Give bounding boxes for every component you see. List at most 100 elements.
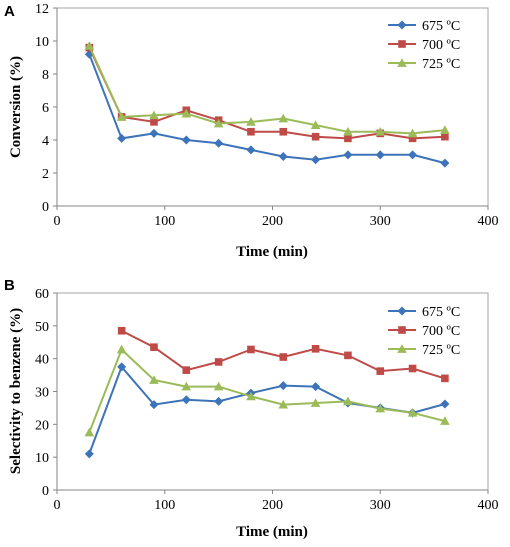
panel-b-data-point [311,382,321,392]
panel-b-y-tick-label: 40 [35,353,49,368]
panel-a-y-tick-label: 6 [42,101,49,116]
panel-b-data-point [214,358,223,366]
panel-a-data-point [117,133,127,143]
panel-a-data-point [278,152,288,161]
panel-a-y-tick-label: 12 [35,2,49,17]
panel-a-legend-marker [398,40,406,48]
panel-b-x-tick-label: 0 [54,498,61,513]
panel-a-series-line-0 [88,53,446,165]
panel-b-data-point [344,351,352,360]
panel-a-series-line-1 [88,47,445,140]
panel-a-data-point [408,150,418,160]
panel-a-data-point [440,125,450,134]
panel-a-legend-marker [397,20,407,30]
panel-a-data-point [343,150,353,160]
panel-a-y-axis-title: Conversion (%) [8,56,24,158]
panel-b-x-tick-label: 300 [370,498,391,513]
panel-a-data-point [441,132,449,141]
panel-b-y-axis-title: Selectivity to benzene (%) [8,308,24,474]
panel-b-y-tick-label: 0 [42,484,49,499]
panel-a-legend-label: 675 ºC [422,19,460,34]
panel-b-data-point [149,400,159,410]
panel-b-y-tick-label: 10 [35,451,49,466]
panel-b-data-point [246,391,256,401]
panel-b-data-point [440,416,450,425]
panel-a-data-point [343,126,353,136]
panel-b-legend-label: 700 ºC [422,324,460,339]
panel-a-data-point [246,117,256,126]
panel-a-data-point [375,126,386,136]
panel-b-data-point [278,381,288,391]
panel-b-data-point [84,427,95,437]
panel-a-data-point [213,118,224,128]
panel-a-data-point [247,127,255,136]
panel-a-series-line-2 [88,45,446,135]
panel-a-x-tick-label: 0 [54,214,61,229]
panel-b-data-point [343,396,353,406]
panel-a-legend-label: 700 ºC [422,38,460,53]
panel-b-data-point [149,375,159,384]
panel-b-y-tick-label: 60 [35,287,49,302]
panel-b-data-point [310,398,321,407]
panel-b-data-point [117,362,127,372]
panel-a-y-tick-label: 2 [42,167,49,182]
panel-a-data-point [149,128,159,138]
panel-b-chart: B Selectivity to benzene (%) Time (min) … [4,277,499,540]
panel-b-data-point [278,399,289,409]
panel-b-data-point [181,395,191,405]
panel-a-legend-marker [397,58,407,67]
panel-a-data-point [408,134,417,143]
panel-b-data-point [441,374,449,383]
panel-b-data-point [376,367,385,375]
panel-b-legend-marker [397,306,407,316]
panel-a-data-point [116,112,127,121]
panel-a-data-point [84,41,95,50]
panel-b-x-tick-label: 200 [262,498,283,513]
panel-a-y-tick-label: 0 [42,200,49,215]
panel-a-chart: A Conversion (%) Time (min) 0 2 4 6 8 10 12 0 10… [4,2,499,260]
panel-b-plot-frame [56,292,489,491]
panel-a-data-point [149,110,159,120]
panel-b-legend-marker [398,326,406,334]
panel-b-y-tick-label: 50 [35,320,49,335]
panel-a-data-point [310,120,321,129]
panel-b-data-point [375,403,386,413]
panel-a-data-point [344,134,352,143]
panel-a-data-point [246,145,256,155]
panel-a-data-point [279,127,288,136]
panel-a-x-axis-title: Time (min) [236,244,308,260]
panel-b-data-point [279,353,288,361]
panel-b-y-tick-label: 20 [35,418,49,433]
panel-a-x-tick-label: 200 [262,214,283,229]
panel-b-y-tick-label: 30 [35,386,49,401]
panel-b-x-tick-label: 100 [154,498,175,513]
panel-a-data-point [407,128,418,138]
panel-a-data-point [150,118,158,126]
panel-a-x-tick-label: 400 [478,214,499,229]
panel-a-x-tick-label: 100 [154,214,175,229]
panel-a-data-point [181,135,191,145]
panel-b-data-point [182,366,191,374]
panel-b-x-tick-label: 400 [478,498,499,513]
panel-b-data-point [117,326,126,335]
panel-b-data-point [181,381,192,391]
panel-a-data-point [440,158,450,168]
panel-a-y-tick-label: 4 [42,134,49,149]
panel-b-x-axis-title: Time (min) [236,524,308,540]
panel-b-letter: B [4,277,15,294]
panel-b-series-line-2 [88,347,446,433]
panel-b-data-point [247,345,255,354]
panel-a-data-point [375,150,385,160]
panel-b-data-point [84,449,94,459]
panel-a-y-tick-label: 8 [42,68,49,83]
panel-b-legend-label: 725 ºC [422,343,460,358]
panel-a-data-point [311,132,320,141]
panel-b-legend-label: 675 ºC [422,305,460,320]
panel-a-y-tick-label: 10 [35,35,49,50]
panel-b-data-point [408,364,417,373]
panel-a-data-point [214,138,224,148]
panel-b-data-point [311,345,320,353]
panel-b-data-point [407,408,418,417]
panel-a-legend-label: 725 ºC [422,57,460,72]
